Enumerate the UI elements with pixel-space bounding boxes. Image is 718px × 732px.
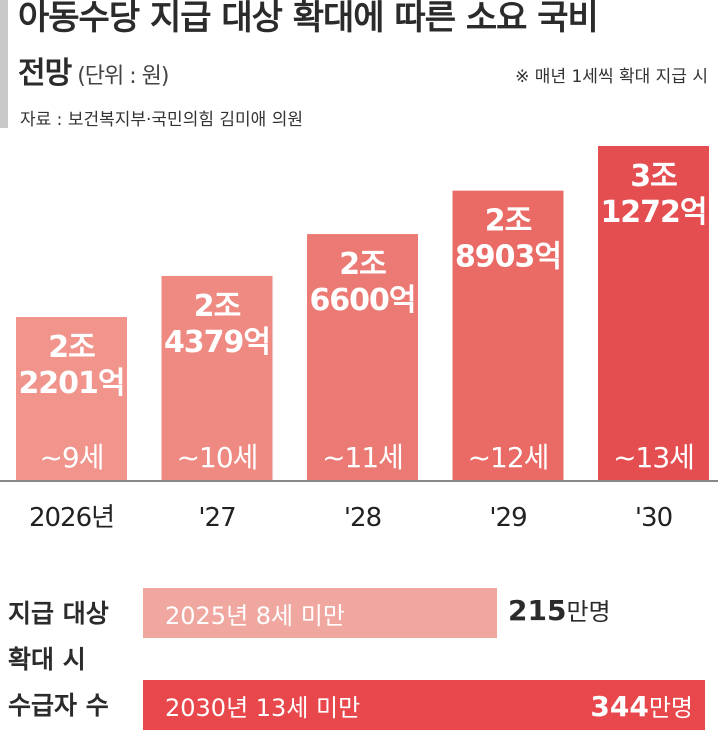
recipients-label-line-1: 지급 대상 bbox=[8, 599, 109, 628]
recipients-bar-2025: 2025년 8세 미만 bbox=[143, 588, 497, 638]
recipients-bar-2030-label: 2030년 13세 미만 bbox=[165, 693, 361, 722]
recipients-value-2030-unit: 만명 bbox=[648, 693, 693, 722]
bar-value-label-2-0: 2조 bbox=[339, 247, 386, 282]
chart-title-line2: 전망 (단위 : 원) bbox=[18, 48, 170, 92]
bar-age-label-0: ~9세 bbox=[39, 441, 103, 474]
source-text: 자료 : 보건복지부·국민의힘 김미애 의원 bbox=[20, 110, 303, 130]
recipients-label-line-2: 확대 시 bbox=[8, 645, 86, 674]
side-accent-bar bbox=[0, 0, 8, 128]
chart-title: 아동수당 지급 대상 확대에 따른 소요 국비 bbox=[18, 0, 599, 38]
note-text: ※ 매년 1세씩 확대 지급 시 bbox=[515, 67, 708, 87]
recipients-bar-2030: 2030년 13세 미만 344만명 bbox=[143, 680, 705, 730]
bar-0 bbox=[16, 316, 127, 481]
bar-age-label-2: ~11세 bbox=[322, 441, 403, 474]
unit-label: (단위 : 원) bbox=[77, 64, 169, 89]
chart-title-continued: 전망 bbox=[18, 56, 72, 91]
bar-age-label-3: ~12세 bbox=[468, 441, 549, 474]
bar-value-label-1-0: 2조 bbox=[194, 289, 241, 324]
bar-value-label-2-1: 6600억 bbox=[309, 283, 415, 318]
bar-age-label-4: ~13세 bbox=[613, 441, 694, 474]
bar-4 bbox=[598, 146, 709, 481]
recipients-bar-2025-label: 2025년 8세 미만 bbox=[165, 601, 345, 630]
recipients-value-2030: 344만명 bbox=[590, 688, 693, 723]
bar-value-label-4-0: 3조 bbox=[630, 159, 677, 194]
bar-value-label-0-1: 2201억 bbox=[18, 366, 124, 401]
recipients-value-2025-unit: 만명 bbox=[566, 598, 611, 626]
bar-age-label-1: ~10세 bbox=[177, 441, 258, 474]
recipients-value-2030-number: 344 bbox=[590, 689, 649, 723]
recipients-value-2025: 215만명 bbox=[508, 592, 611, 627]
bar-value-label-3-1: 8903억 bbox=[455, 240, 561, 275]
bar-value-label-3-0: 2조 bbox=[485, 204, 532, 239]
x-tick-label-2: '28 bbox=[344, 503, 381, 533]
bar-value-label-1-1: 4379억 bbox=[164, 325, 270, 360]
bar-3 bbox=[452, 190, 564, 482]
recipients-label-line-3: 수급자 수 bbox=[8, 691, 109, 720]
bar-value-label-4-1: 1272억 bbox=[600, 195, 706, 230]
bar-value-label-0-0: 2조 bbox=[48, 330, 95, 365]
x-tick-label-0: 2026년 bbox=[29, 503, 114, 533]
bar-1 bbox=[161, 275, 273, 481]
x-tick-label-1: '27 bbox=[198, 503, 235, 533]
bar-chart: 2조2201억~9세2026년2조4379억~10세'272조6600억~11세… bbox=[0, 146, 718, 533]
bar-2 bbox=[307, 234, 418, 481]
x-tick-label-4: '30 bbox=[635, 503, 672, 533]
recipients-value-2025-number: 215 bbox=[508, 594, 567, 627]
x-tick-label-3: '29 bbox=[489, 503, 526, 533]
